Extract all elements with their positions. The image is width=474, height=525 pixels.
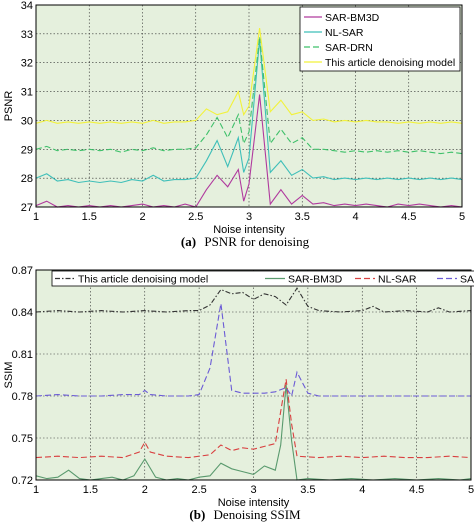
- psnr-x-tick-label: 4: [352, 211, 358, 223]
- psnr-series-line-3: [35, 36, 463, 155]
- ssim-chart: 1 1.5 2 2.5 3 3.5 4 4.5 5 0.72 0.75 0.78 0.81 0.84 0.8…: [3, 265, 474, 509]
- psnr-caption: (a) PSNR for denoising: [181, 234, 310, 249]
- ssim-x-tick-label: 5: [468, 484, 474, 496]
- ssim-series-line-1: [35, 287, 472, 313]
- ssim-legend-entry: This article denoising model: [78, 274, 208, 286]
- ssim-x-tick-label: 1: [33, 484, 39, 496]
- psnr-x-tick-label: 1: [33, 211, 39, 223]
- psnr-legend-entry: SAR-BM3D: [325, 12, 380, 24]
- psnr-caption-label: (a): [181, 234, 196, 249]
- ssim-y-tick-label: 0.84: [12, 307, 33, 319]
- ssim-x-tick-label: 4: [359, 484, 365, 496]
- ssim-x-tick-label: 3: [250, 484, 256, 496]
- psnr-y-tick-label: 28: [21, 173, 33, 185]
- psnr-x-tick-label: 3: [246, 211, 252, 223]
- ssim-series-line-4: [35, 303, 471, 398]
- psnr-legend-entry: NL-SAR: [325, 27, 364, 39]
- ssim-series-line-2: [35, 384, 472, 481]
- psnr-y-tick-label: 32: [21, 58, 33, 70]
- psnr-x-tick-label: 3.5: [295, 211, 310, 223]
- ssim-y-tick-label: 0.81: [12, 349, 33, 361]
- psnr-caption-text: PSNR for denoising: [204, 234, 309, 249]
- psnr-series-line-2: [35, 39, 463, 184]
- psnr-y-tick-label: 31: [21, 87, 33, 99]
- ssim-caption: (b) Denoising SSIM: [189, 507, 301, 522]
- ssim-y-tick-label: 0.78: [12, 391, 33, 403]
- psnr-series-line-4: [35, 28, 463, 124]
- psnr-axes-frame: [35, 4, 463, 208]
- psnr-y-tick-label: 27: [21, 202, 33, 214]
- ssim-y-tick-label: 0.87: [12, 265, 33, 277]
- ssim-x-tick-label: 4.5: [409, 484, 424, 496]
- psnr-y-axis-label: PSNR: [3, 91, 15, 122]
- psnr-y-tick-label: 29: [21, 144, 33, 156]
- psnr-x-tick-label: 4.5: [401, 211, 416, 223]
- ssim-caption-text: Denoising SSIM: [214, 507, 301, 522]
- ssim-y-tick-label: 0.72: [12, 475, 33, 487]
- psnr-y-tick-label: 33: [21, 29, 33, 41]
- ssim-legend-entry: NL-SAR: [378, 274, 417, 286]
- ssim-axes-frame: [35, 269, 472, 481]
- psnr-legend: [299, 6, 461, 72]
- ssim-x-tick-label: 2.5: [191, 484, 206, 496]
- ssim-series-line-3: [35, 379, 472, 459]
- psnr-legend-entry: SAR-DRN: [325, 42, 373, 54]
- psnr-x-tick-label: 2: [139, 211, 145, 223]
- ssim-x-tick-label: 2: [142, 484, 148, 496]
- psnr-x-tick-label: 1.5: [82, 211, 97, 223]
- psnr-x-tick-label: 5: [459, 211, 465, 223]
- psnr-y-tick-label: 30: [21, 115, 33, 127]
- ssim-x-tick-label: 1.5: [83, 484, 98, 496]
- ssim-legend: [51, 270, 474, 287]
- ssim-legend-entry: SAR-DRN: [460, 274, 474, 286]
- psnr-chart: 1 1.5 2 2.5 3 3.5 4 4.5 5 27 28 29 30 31 32 33 34 Noise i…: [3, 0, 465, 236]
- ssim-caption-label: (b): [189, 507, 205, 522]
- ssim-y-axis-label: SSIM: [3, 362, 15, 389]
- psnr-x-tick-label: 2.5: [188, 211, 203, 223]
- ssim-y-tick-label: 0.75: [12, 433, 33, 445]
- psnr-y-tick-label: 34: [21, 0, 33, 12]
- ssim-legend-entry: SAR-BM3D: [288, 274, 343, 286]
- psnr-legend-entry: This article denoising model: [325, 57, 455, 69]
- psnr-x-axis-label: Noise intensity: [213, 224, 285, 236]
- ssim-x-axis-label: Noise intensity: [218, 497, 290, 509]
- ssim-x-tick-label: 3.5: [300, 484, 315, 496]
